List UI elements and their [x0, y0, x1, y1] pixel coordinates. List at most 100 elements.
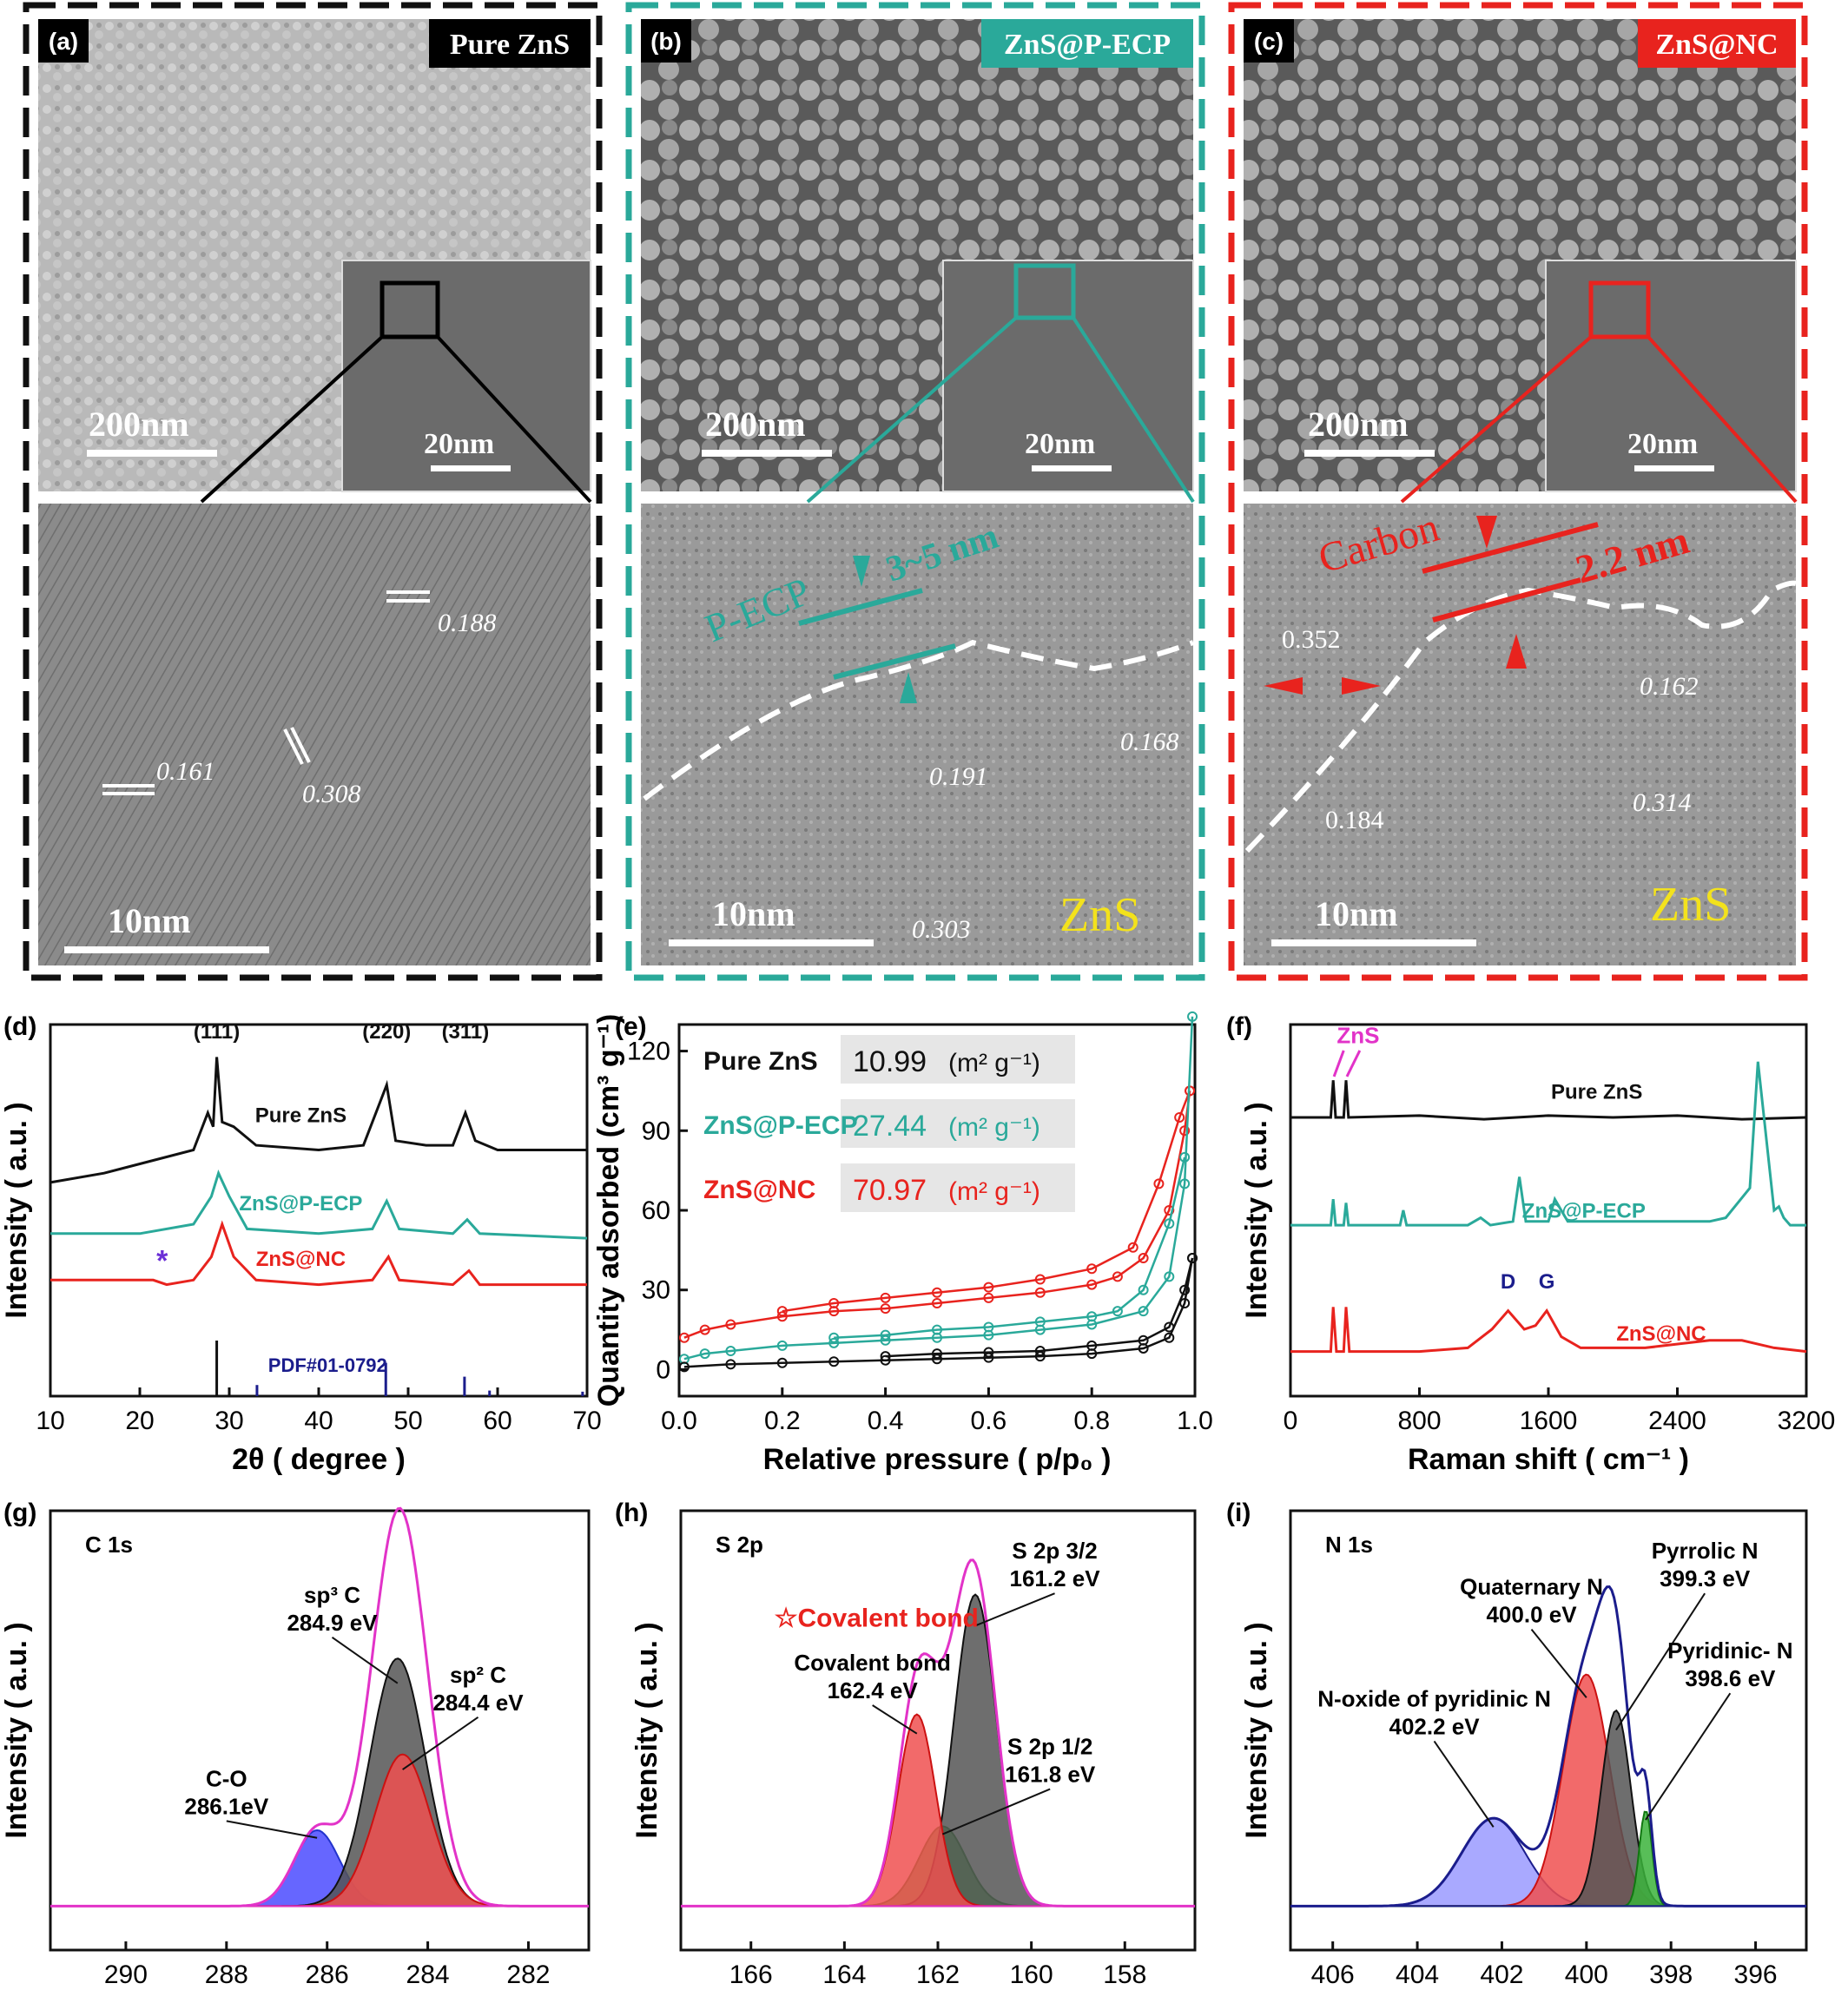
chart-label-d: (d) [3, 1012, 36, 1041]
y-axis-label-e: Quantity adsorbed (cm³ g⁻¹) [592, 1014, 625, 1407]
isotherm-point [1179, 1298, 1191, 1308]
panel-a-label: (a) [49, 28, 78, 55]
x-tick-label-i: 404 [1396, 1960, 1439, 1989]
isotherm-point [1112, 1271, 1123, 1282]
dspacing-c-4: 0.314 [1633, 788, 1692, 817]
panel-b-title: ZnS@P-ECP [1004, 29, 1171, 61]
isotherm-point [678, 1361, 690, 1373]
x-tick-label-f: 2400 [1648, 1407, 1706, 1435]
chart-label-g: (g) [3, 1499, 36, 1527]
peak-label: (311) [442, 1020, 490, 1044]
raman-Pure ZnS [1290, 1080, 1807, 1121]
surface-area-unit: (m² g⁻¹) [948, 1049, 1040, 1077]
covalent-bond-note: ☆Covalent bond [775, 1604, 979, 1632]
zoom-box-b [1013, 263, 1076, 320]
peak-name: Quaternary N [1460, 1574, 1603, 1600]
x-tick-label-d: 20 [125, 1407, 154, 1435]
isotherm-point [1138, 1253, 1149, 1264]
isotherm-ZnS@NC des [782, 1090, 1191, 1313]
sem-scale-c: 200nm [1308, 405, 1409, 444]
isotherm-point [1086, 1279, 1098, 1290]
y-axis-label-g: Intensity ( a.u. ) [0, 1622, 33, 1838]
panel-b: (b) ZnS@P-ECP 200nm 20nm 10nm P-ECP 3~5 … [625, 2, 1205, 981]
isotherm-point [1179, 1125, 1191, 1137]
peak-pointer [1645, 1692, 1732, 1821]
x-axis-label-f: Raman shift ( cm⁻¹ ) [1408, 1443, 1689, 1476]
surface-area-cell [841, 1099, 1075, 1148]
panel-a-border [23, 2, 603, 981]
chart-label-f: (f) [1226, 1012, 1252, 1041]
isotherm-point [699, 1324, 710, 1335]
panel-a-title: Pure ZnS [450, 29, 570, 61]
plot-frame-i [1289, 1509, 1808, 1952]
surface-area-cell [841, 1163, 1075, 1212]
peak-name: Pyridinic- N [1667, 1637, 1792, 1664]
isotherm-point [1179, 1178, 1191, 1189]
x-tick-label-e: 1.0 [1177, 1407, 1213, 1435]
dspacing-b-1: 0.191 [929, 762, 988, 791]
x-tick-label-e: 0.8 [1073, 1407, 1110, 1435]
dspacing-c-3: 0.184 [1325, 806, 1384, 834]
y-tick-label-e: 90 [642, 1117, 670, 1145]
region-label-b: ZnS [1059, 888, 1140, 942]
series-label-f: ZnS@P-ECP [1522, 1200, 1646, 1223]
peak-pointer [226, 1820, 318, 1839]
peak-pointer [331, 1636, 399, 1684]
isotherm-point [880, 1292, 891, 1303]
isotherm-point [983, 1347, 994, 1358]
peak-pointer [1615, 1592, 1706, 1731]
interface-line-c [1244, 580, 1797, 853]
isotherm-point [1034, 1274, 1046, 1285]
spectrum-title-g: C 1s [85, 1532, 133, 1558]
peak-position: 162.4 eV [828, 1677, 919, 1703]
series-label: ZnS@P-ECP [239, 1192, 362, 1216]
surface-area-unit: (m² g⁻¹) [948, 1113, 1040, 1142]
isotherm-ZnS@P-ECP des [834, 1156, 1186, 1339]
y-tick-label-e: 60 [642, 1196, 670, 1225]
surface-area-unit: (m² g⁻¹) [948, 1177, 1040, 1206]
peak-name: Covalent bond [794, 1650, 951, 1676]
peak-name: Pyrrolic N [1652, 1538, 1759, 1564]
series-line-ZnS@P-ECP [50, 1170, 588, 1240]
x-tick-label-g: 290 [104, 1960, 148, 1989]
isotherm-point [1187, 1253, 1198, 1264]
x-tick-label-g: 286 [306, 1960, 349, 1989]
isotherm-point [725, 1359, 736, 1370]
interface-line-b [643, 639, 1195, 801]
isotherm-point [1086, 1263, 1098, 1275]
x-axis-label-e: Relative pressure ( p/p₀ ) [763, 1443, 1112, 1476]
surface-area-value: 27.44 [853, 1110, 927, 1143]
isotherm-point [1112, 1306, 1123, 1317]
surface-area-value: 70.97 [853, 1174, 927, 1207]
isotherm-point [983, 1292, 994, 1303]
dspacing-b-3: 0.303 [912, 915, 971, 944]
x-tick-label-d: 30 [214, 1407, 243, 1435]
x-tick-label-d: 40 [304, 1407, 333, 1435]
chart-d: (d) 2θ ( degree ) Intensity ( a.u. ) 10 20 30… [0, 1012, 602, 1476]
x-tick-label-d: 50 [393, 1407, 422, 1435]
panel-c-title: ZnS@NC [1655, 29, 1778, 61]
x-tick-label-i: 402 [1480, 1960, 1523, 1989]
isotherm-point [1138, 1334, 1149, 1346]
series-line-Pure ZnS [50, 1057, 587, 1184]
zns-annotation: ZnS [1336, 1022, 1379, 1048]
plot-frame-g [49, 1509, 591, 1952]
inset-scale-b: 20nm [1025, 428, 1095, 460]
isotherm-point [828, 1356, 840, 1367]
y-tick-label-e: 120 [627, 1038, 670, 1066]
isotherm-point [1034, 1287, 1046, 1298]
chart-g: (g)Binding Energy ( eV )Intensity ( a.u.… [0, 1499, 591, 1989]
surface-area-value: 10.99 [853, 1045, 927, 1078]
x-tick-label-i: 398 [1649, 1960, 1693, 1989]
isotherm-point [1138, 1306, 1149, 1317]
peak-Covalent bond [681, 1713, 1195, 1908]
series-label-f: Pure ZnS [1551, 1081, 1642, 1104]
x-tick-label-d: 70 [572, 1407, 601, 1435]
x-tick-label-h: 158 [1103, 1960, 1146, 1989]
isotherm-point [1187, 1011, 1198, 1022]
dspacing-c-1: 0.352 [1282, 625, 1341, 654]
inset-scale-a: 20nm [424, 428, 494, 460]
region-label-c: ZnS [1650, 878, 1731, 932]
spectrum-title-h: S 2p [716, 1532, 763, 1558]
